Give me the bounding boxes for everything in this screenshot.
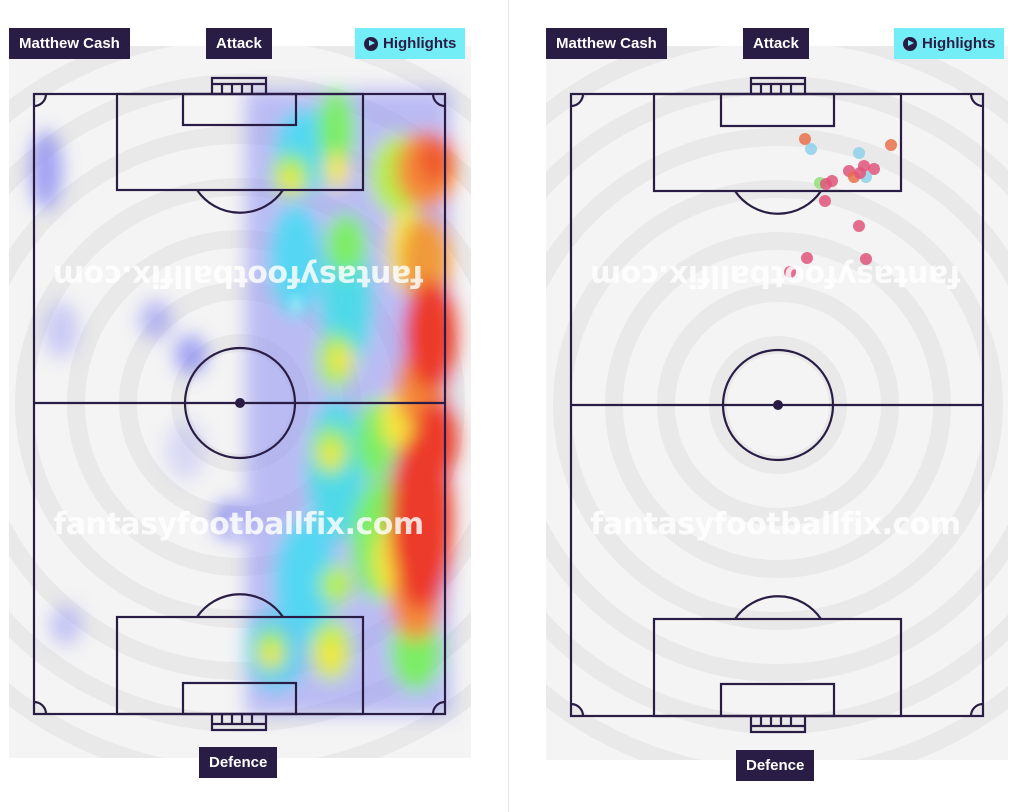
events-pitch — [546, 46, 1008, 760]
event-dot — [885, 139, 897, 151]
defence-label-right: Defence — [736, 750, 815, 781]
event-dot — [799, 133, 811, 145]
defence-label: Defence — [199, 747, 278, 778]
event-dot — [826, 175, 838, 187]
event-dot — [853, 147, 865, 159]
highlights-button[interactable]: Highlights — [355, 28, 466, 59]
pitch-lines-right — [569, 76, 985, 734]
centre-spot — [235, 398, 245, 408]
event-dot — [784, 266, 796, 278]
watermark-bottom: fantasyfootballfix.com — [53, 507, 424, 542]
heatmap-panel: fantasyfootballfix.com fantasyfootballfi… — [6, 0, 486, 812]
play-icon — [903, 36, 917, 51]
player-name-label-right: Matthew Cash — [546, 28, 667, 59]
watermark-top-right: fantasyfootballfix.com — [590, 258, 961, 293]
play-icon — [364, 36, 378, 51]
watermark-bottom-right: fantasyfootballfix.com — [590, 507, 961, 542]
event-dot — [801, 252, 813, 264]
events-panel: fantasyfootballfix.com fantasyfootballfi… — [543, 0, 1023, 812]
event-dot — [805, 143, 817, 155]
event-dot — [854, 167, 866, 179]
event-dot — [853, 220, 865, 232]
attack-label: Attack — [206, 28, 272, 59]
attack-label-right: Attack — [743, 28, 809, 59]
event-dot — [819, 195, 831, 207]
event-dot — [860, 253, 872, 265]
highlights-button-right[interactable]: Highlights — [894, 28, 1005, 59]
centre-spot-right — [773, 400, 783, 410]
event-dot — [868, 163, 880, 175]
highlights-label: Highlights — [383, 35, 457, 52]
player-name-label: Matthew Cash — [9, 28, 130, 59]
event-dots — [784, 133, 897, 278]
heatmap-pitch — [9, 46, 471, 758]
watermark-top: fantasyfootballfix.com — [53, 258, 424, 293]
pitch-lines — [32, 76, 447, 732]
highlights-label-right: Highlights — [922, 35, 996, 52]
panel-divider — [508, 0, 509, 812]
